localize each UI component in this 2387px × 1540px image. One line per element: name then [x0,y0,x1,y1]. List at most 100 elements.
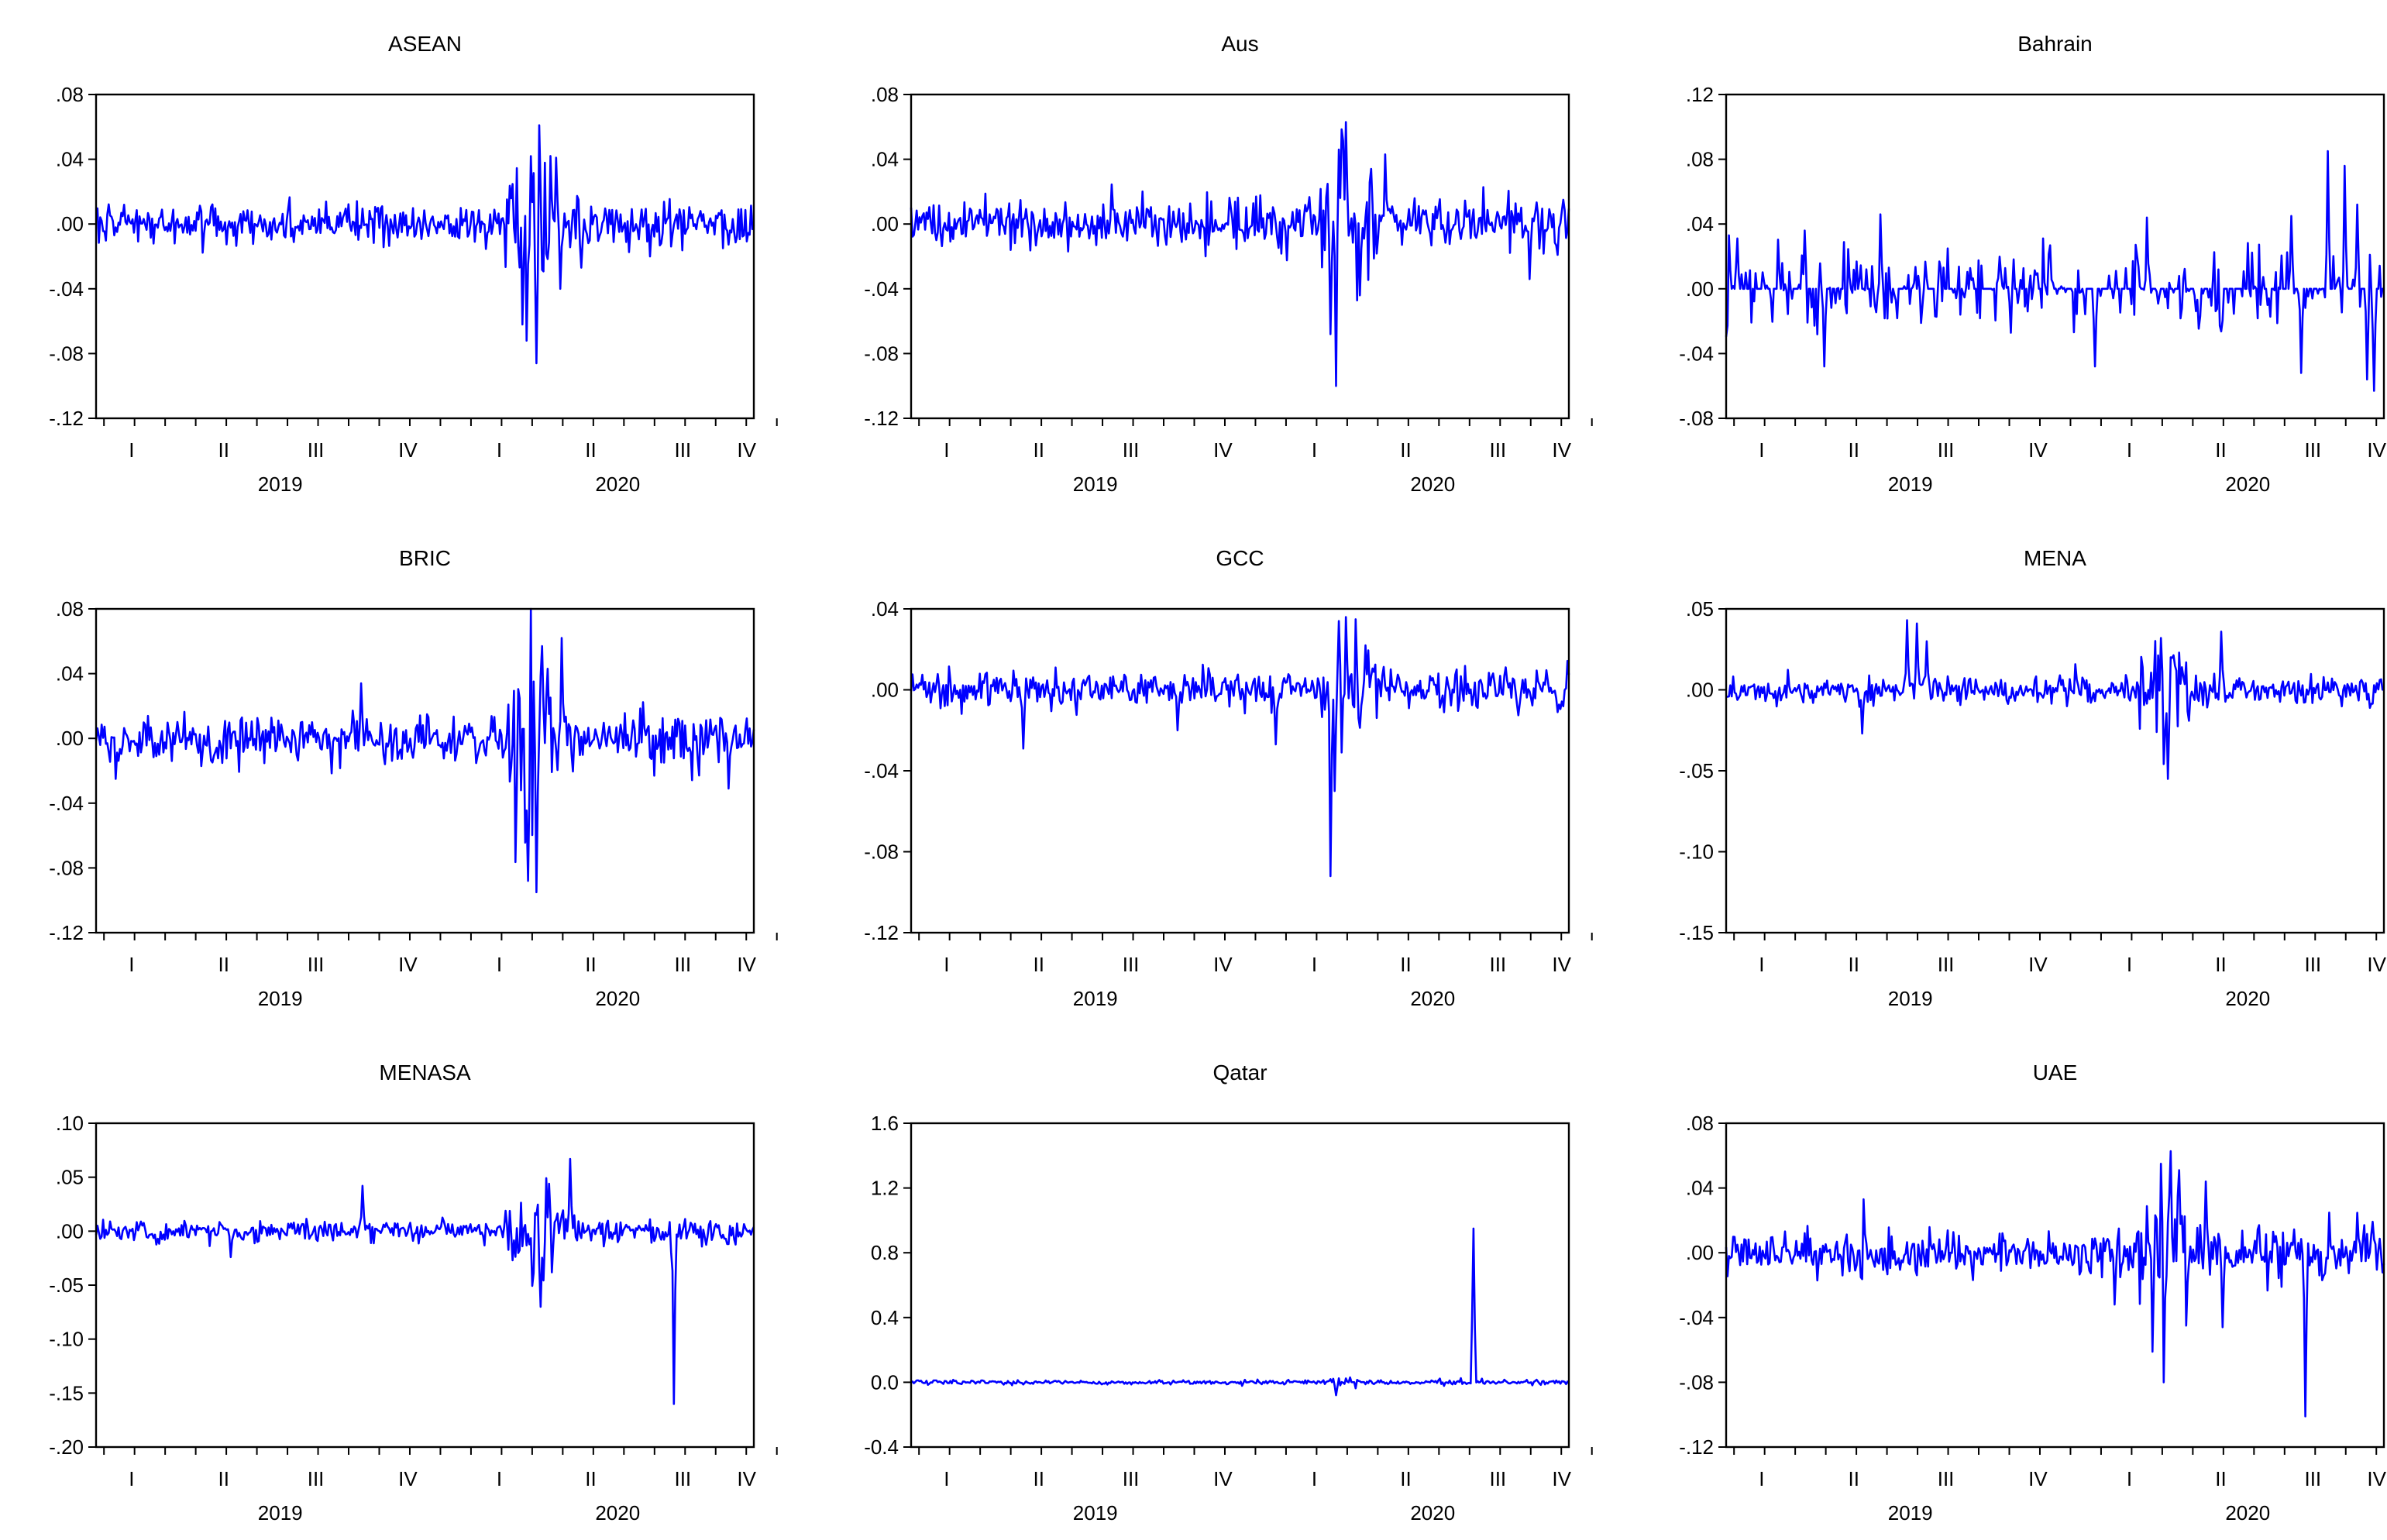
x-quarter-label: III [674,953,691,976]
plot-frame [95,607,755,934]
x-quarter-label: III [1938,1467,1955,1490]
y-tick-label: -.10 [1679,840,1714,864]
plot-frame [1725,93,2385,420]
x-quarter-label: IV [1552,953,1571,976]
chart-svg: MENA.05.00-.05-.10-.15I II III IV I II III IV20… [1679,546,2386,1010]
x-year-label: 2019 [258,987,303,1010]
y-tick-label: 0.4 [871,1306,899,1329]
y-tick-label: .04 [1686,212,1714,235]
y-tick-label: -.04 [864,277,899,301]
chart-svg: UAE.08.04.00-.04-.08-.12I II III IV I II III IV… [1679,1060,2386,1525]
x-quarter-label: IV [398,438,418,462]
chart-panel-mena: MENA .05.00 -.05 -.10 -.15 I II III IV I II III IV 20… [1630,514,2387,1026]
x-quarter-label: I [129,1467,134,1490]
x-quarter-label: II [218,438,229,462]
chart-title: Aus [1221,32,1258,56]
series-line [1725,150,2384,392]
y-tick-label: -.12 [1679,1435,1714,1459]
x-quarter-label: III [308,438,325,462]
x-year-label: 2019 [258,1501,303,1525]
chart-panel-menasa: MENASA .10.05.00 -.05 -.10 -.15 -.20 I II III IV I… [0,1029,796,1540]
y-tick-label: -0.4 [864,1435,899,1459]
x-year-label: 2020 [1410,1501,1455,1525]
x-quarter-label: IV [2028,1467,2048,1490]
x-year-label: 2019 [1888,987,1933,1010]
x-quarter-label: I [497,1467,502,1490]
x-quarter-label: III [1123,953,1140,976]
x-quarter-label: II [2215,1467,2226,1490]
x-quarter-label: III [1123,438,1140,462]
x-quarter-label: I [1312,1467,1317,1490]
x-quarter-label: III [1938,438,1955,462]
chart-title: MENASA [379,1060,471,1085]
y-tick-label: .08 [871,83,899,106]
x-year-label: 2019 [1073,473,1118,496]
series-line [910,1227,1570,1397]
x-year-label: 2019 [258,473,303,496]
plot-frame [95,1122,755,1449]
x-quarter-label: II [1033,438,1044,462]
chart-panel-asean: ASEAN .08.04.00 -.04 -.08 -.12 I II III IV I II III… [0,0,796,511]
y-tick-label: .00 [56,212,84,235]
series-line [95,124,755,365]
x-quarter-label: I [1312,953,1317,976]
plot-frame [1725,1122,2385,1449]
y-tick-label: -.04 [1679,342,1714,365]
y-tick-label: -.04 [864,759,899,782]
x-quarter-label: IV [1552,1467,1571,1490]
y-tick-label: .08 [56,83,84,106]
x-year-label: 2020 [595,987,640,1010]
y-tick-label: -.05 [49,1274,84,1297]
y-tick-label: .08 [1686,148,1714,171]
x-quarter-label: IV [1552,438,1571,462]
x-quarter-label: I [944,438,949,462]
x-quarter-label: I [1759,438,1764,462]
chart-title: MENA [2024,546,2086,570]
x-quarter-label: III [674,1467,691,1490]
x-quarter-label: I [497,953,502,976]
x-quarter-label: III [2304,953,2321,976]
chart-title: GCC [1216,546,1264,570]
y-tick-label: .08 [1686,1112,1714,1135]
series-line [95,1157,755,1405]
chart-panel-bahrain: Bahrain .12.08.04.00 -.04 -.08 I II III IV I II II… [1630,0,2387,511]
x-quarter-label: II [218,953,229,976]
y-tick-label: .00 [56,1219,84,1243]
x-year-label: 2019 [1073,987,1118,1010]
chart-panel-gcc: GCC .04.00 -.04 -.08 -.12 I II III IV I II III IV 201… [815,514,1611,1026]
series-line [1725,1150,2385,1418]
x-quarter-label: III [2304,1467,2321,1490]
y-tick-label: .00 [1686,277,1714,301]
plot-frame [910,607,1570,934]
x-quarter-label: III [1489,1467,1506,1490]
y-tick-label: -.12 [49,407,84,430]
y-tick-label: .12 [1686,83,1714,106]
y-tick-label: 0.8 [871,1241,899,1264]
y-tick-label: -.20 [49,1435,84,1459]
x-quarter-label: I [2127,438,2132,462]
x-quarter-label: II [1400,953,1411,976]
x-quarter-label: II [585,438,596,462]
y-tick-label: -.12 [864,407,899,430]
x-quarter-label: I [944,953,949,976]
y-tick-label: -.08 [864,342,899,365]
x-year-label: 2019 [1888,1501,1933,1525]
y-tick-label: -.08 [1679,407,1714,430]
x-quarter-label: II [585,953,596,976]
y-tick-label: .00 [871,212,899,235]
x-quarter-label: I [497,438,502,462]
plot-frame [1725,607,2385,934]
y-tick-label: -.04 [49,277,84,301]
x-quarter-label: II [218,1467,229,1490]
x-quarter-label: II [1848,1467,1859,1490]
x-quarter-label: IV [2367,953,2386,976]
x-quarter-label: I [1759,953,1764,976]
chart-svg: GCC.04.00-.04-.08-.12I II III IV I II III IV201… [864,546,1593,1010]
x-quarter-label: IV [2028,438,2048,462]
y-tick-label: -.08 [1679,1370,1714,1394]
series-line [1725,619,2385,780]
y-tick-label: .05 [56,1166,84,1189]
series-line [910,616,1570,878]
x-quarter-label: I [1759,1467,1764,1490]
